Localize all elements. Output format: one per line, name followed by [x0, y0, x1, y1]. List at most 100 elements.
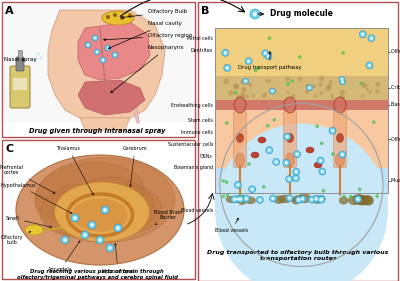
Circle shape [61, 236, 69, 244]
Text: Mitral cells: Mitral cells [187, 35, 213, 40]
Circle shape [250, 9, 260, 19]
Ellipse shape [358, 195, 372, 202]
Circle shape [265, 53, 272, 60]
Circle shape [295, 170, 298, 173]
Circle shape [266, 147, 273, 154]
Ellipse shape [292, 198, 300, 204]
Circle shape [268, 37, 271, 40]
Circle shape [301, 197, 304, 201]
Ellipse shape [25, 225, 43, 235]
Circle shape [271, 90, 274, 92]
Ellipse shape [251, 152, 259, 158]
FancyBboxPatch shape [215, 100, 388, 110]
Polygon shape [78, 80, 145, 115]
Text: Olfactory
bulb: Olfactory bulb [1, 231, 31, 245]
FancyBboxPatch shape [198, 2, 398, 281]
Text: Hippocampus: Hippocampus [101, 243, 135, 273]
Circle shape [262, 185, 266, 189]
Circle shape [105, 45, 111, 51]
Circle shape [315, 124, 319, 128]
Circle shape [249, 186, 256, 193]
Circle shape [234, 84, 239, 89]
Circle shape [369, 90, 372, 94]
Circle shape [286, 135, 289, 138]
Circle shape [234, 182, 241, 189]
Circle shape [284, 133, 291, 140]
Circle shape [236, 198, 240, 201]
Circle shape [327, 84, 332, 89]
Circle shape [290, 79, 294, 83]
FancyBboxPatch shape [16, 57, 24, 71]
Circle shape [362, 82, 367, 88]
Circle shape [92, 35, 98, 41]
Text: Olfactory epithelium: Olfactory epithelium [391, 137, 400, 142]
Circle shape [299, 195, 306, 202]
Circle shape [297, 198, 300, 201]
Circle shape [375, 89, 380, 94]
Text: Nasal spray: Nasal spray [4, 58, 37, 62]
Ellipse shape [72, 198, 128, 232]
Circle shape [94, 37, 96, 39]
Circle shape [226, 193, 229, 197]
Text: Bowman's gland: Bowman's gland [174, 166, 213, 171]
Text: Cribriform plate: Cribriform plate [391, 85, 400, 90]
Circle shape [320, 198, 323, 201]
Ellipse shape [355, 198, 365, 204]
Circle shape [245, 197, 248, 200]
Circle shape [321, 170, 324, 173]
Ellipse shape [336, 133, 344, 142]
Circle shape [240, 79, 246, 85]
Circle shape [243, 78, 249, 84]
Circle shape [81, 231, 89, 239]
Text: Sustentacular cells: Sustentacular cells [168, 142, 213, 146]
Circle shape [288, 196, 291, 200]
Circle shape [63, 238, 67, 242]
Circle shape [331, 152, 335, 156]
Circle shape [306, 85, 312, 91]
Circle shape [329, 127, 336, 134]
Circle shape [285, 161, 288, 164]
Circle shape [340, 79, 346, 85]
Circle shape [339, 76, 345, 82]
Circle shape [308, 196, 315, 203]
Circle shape [120, 16, 124, 20]
Circle shape [359, 82, 363, 85]
Circle shape [366, 88, 369, 91]
Ellipse shape [306, 147, 314, 153]
Circle shape [267, 55, 270, 58]
Circle shape [239, 194, 242, 198]
Circle shape [318, 82, 323, 87]
Circle shape [341, 153, 344, 156]
Ellipse shape [360, 197, 372, 205]
Circle shape [231, 196, 238, 203]
Circle shape [244, 80, 247, 82]
FancyBboxPatch shape [2, 2, 195, 137]
Text: Drug molecule: Drug molecule [258, 10, 333, 19]
Circle shape [96, 236, 104, 244]
Text: Stem cells: Stem cells [188, 117, 213, 123]
Circle shape [342, 195, 346, 198]
Ellipse shape [286, 133, 294, 142]
Text: Drug reaching various parts of brain through
olfactory/trigeminal pathways and c: Drug reaching various parts of brain thr… [16, 269, 178, 280]
Circle shape [270, 88, 276, 94]
Text: Drug transported to olfactory bulb through various
transportation routes: Drug transported to olfactory bulb throu… [207, 250, 389, 261]
Circle shape [295, 196, 302, 203]
Circle shape [73, 216, 77, 220]
Circle shape [250, 188, 254, 191]
Circle shape [228, 90, 233, 96]
Ellipse shape [298, 193, 310, 203]
FancyBboxPatch shape [234, 110, 246, 167]
Circle shape [83, 233, 87, 237]
Circle shape [325, 85, 331, 91]
Circle shape [245, 94, 249, 99]
Circle shape [71, 214, 79, 222]
Circle shape [113, 13, 117, 17]
Text: Nasal cavity: Nasal cavity [108, 22, 182, 49]
Text: Drug given through Intranasal spray: Drug given through Intranasal spray [29, 128, 165, 134]
Text: A: A [5, 6, 14, 16]
Ellipse shape [364, 196, 374, 205]
Circle shape [102, 59, 104, 61]
Polygon shape [78, 22, 150, 80]
Text: Blood vessels: Blood vessels [181, 209, 213, 214]
Text: Blood vessels: Blood vessels [215, 218, 248, 234]
